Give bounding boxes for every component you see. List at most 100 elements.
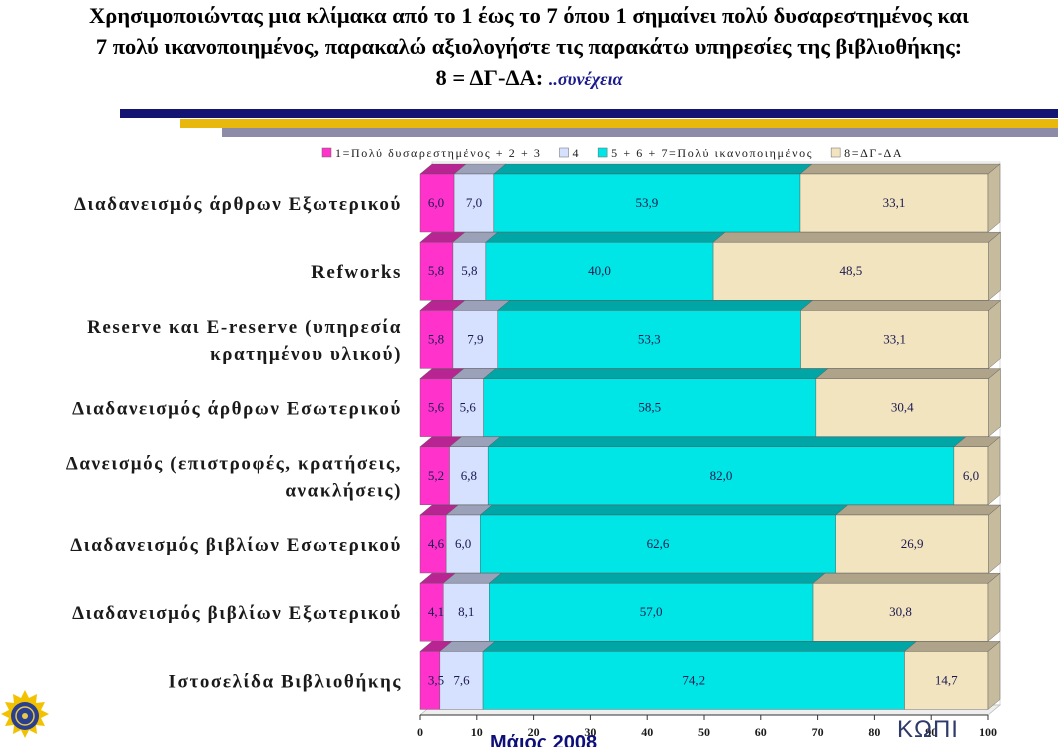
bar-top-face (712, 231, 1002, 243)
data-label: 6,0 (455, 536, 471, 551)
data-label: 6,8 (461, 468, 477, 483)
data-label: 30,4 (891, 400, 914, 415)
bar-segment (419, 378, 453, 437)
chart-legend: 1=Πολύ δυσαρεστημένος + 2 + 3 4 5 + 6 + 7=… (321, 146, 903, 160)
legend-label: 5 + 6 + 7=Πολύ ικανοποιημένος (611, 146, 813, 160)
bar-top-face (800, 300, 1002, 311)
data-label: 5,8 (461, 263, 477, 278)
bar-segment (489, 583, 814, 642)
bar-segment (453, 173, 495, 233)
bar-side-face (988, 231, 1001, 301)
data-label: 82,0 (710, 468, 733, 483)
bar-segment (835, 514, 989, 574)
category-label: Refworks (311, 262, 402, 283)
bar-segment (815, 378, 989, 437)
bar-side-face (987, 640, 1001, 710)
bar-segment (485, 241, 714, 301)
bar-segment (904, 651, 989, 710)
bar-top-face (812, 573, 1001, 584)
bar-segment (482, 651, 905, 710)
legend-label: 1=Πολύ δυσαρεστημένος + 2 + 3 (335, 146, 542, 160)
data-label: 4,6 (428, 536, 445, 551)
bar-segment (452, 310, 499, 369)
legend-swatch (830, 147, 841, 158)
data-label: 53,3 (638, 331, 661, 346)
university-seal-logo (1, 690, 49, 738)
bar-top-face (799, 163, 1001, 175)
bar-segment (445, 514, 481, 574)
bar-top-face (482, 641, 918, 652)
title-scale-note: 8 = ΔΓ-ΔΑ: (435, 65, 544, 90)
x-tick-label: 90 (925, 725, 937, 739)
bar-segment (443, 583, 490, 642)
bar-top-face (483, 368, 829, 379)
bar-top-face (815, 368, 1002, 379)
x-tick-label: 10 (471, 725, 483, 739)
x-tick-label: 50 (698, 725, 710, 739)
stacked-bar-chart: 1=Πολύ δυσαρεστημένος + 2 + 3 4 5 + 6 + 7=… (66, 146, 1002, 739)
data-label: 5,8 (428, 331, 444, 346)
bar-side-face (988, 299, 1001, 369)
data-label: 7,0 (466, 195, 482, 210)
legend-swatch (597, 147, 608, 158)
data-label: 53,9 (636, 195, 659, 210)
data-label: 74,2 (682, 672, 705, 687)
bar-segment (800, 310, 989, 369)
kopi-logo-text: ΚΩΠΙ (897, 716, 959, 743)
bar-top-face (488, 573, 826, 584)
x-tick-label: 20 (528, 725, 540, 739)
bar-segment (812, 583, 989, 642)
title-line-2: 7 πολύ ικανοποιημένος, παρακαλώ αξιολογή… (95, 34, 963, 59)
x-tick-label: 70 (812, 725, 824, 739)
bar-side-face (987, 572, 1001, 642)
bar-segment (953, 446, 989, 505)
data-label: 40,0 (588, 263, 611, 278)
data-label: 6,0 (428, 195, 444, 210)
bar-side-face (987, 163, 1001, 233)
bar-top-face (487, 436, 967, 447)
data-label: 30,8 (889, 604, 912, 619)
x-axis: 0 10 20 30 40 50 60 70 80 90 100 (417, 714, 997, 739)
data-label: 5,8 (428, 263, 444, 278)
category-label: Διαδανεισμός βιβλίων Εσωτερικού (70, 535, 402, 556)
bar-segment (799, 173, 989, 233)
x-tick-label: 0 (417, 725, 423, 739)
data-label: 4,1 (428, 604, 444, 619)
x-tick-label: 100 (979, 725, 997, 739)
bar-top-face (485, 231, 726, 243)
bar-segment (439, 651, 484, 710)
bar-segment (449, 446, 489, 505)
data-label: 48,5 (839, 263, 862, 278)
title-rule-gray (222, 128, 1058, 137)
legend-swatch (559, 147, 569, 158)
legend-label: 8=ΔΓ-ΔΑ (844, 146, 903, 160)
data-label: 7,9 (467, 331, 483, 346)
data-label: 7,6 (453, 672, 470, 687)
category-label: Διαδανεισμός βιβλίων Εξωτερικού (72, 603, 402, 624)
bar-segment (487, 446, 955, 505)
x-tick-label: 60 (755, 725, 767, 739)
data-label: 33,1 (883, 195, 906, 210)
data-label: 62,6 (647, 536, 670, 551)
bar-segment (419, 310, 454, 369)
x-tick-label: 80 (868, 725, 880, 739)
title-continuation: ..συνέχεια (548, 69, 623, 89)
legend-swatch (321, 147, 332, 158)
category-label: Διαδανεισμός άρθρων Εσωτερικού (72, 399, 402, 420)
plot-area: 6,0 7,0 53,9 33,1 5,8 5,8 40,0 48,5 5,8 7,9 53,3 33… (418, 161, 1002, 716)
title-rule-gold (180, 119, 1058, 128)
bar-segment (419, 241, 454, 301)
bar-top-face (835, 504, 1002, 516)
x-tick-label: 30 (584, 725, 596, 739)
category-label: Ιστοσελίδα Βιβλιοθήκης (169, 671, 402, 692)
kopi-logo: ΚΩΠΙ (897, 716, 959, 744)
category-label: ανακλήσεις) (285, 480, 402, 501)
category-label: Διαδανεισμός άρθρων Εξωτερικού (74, 194, 402, 215)
bar-segment (419, 173, 455, 233)
bar-top-face (479, 504, 849, 516)
title-rule-navy (120, 109, 1058, 118)
bar-side-face (988, 368, 1001, 438)
bar-segment (419, 514, 447, 574)
bar-segment (480, 514, 836, 574)
bar-top-face (493, 163, 813, 175)
